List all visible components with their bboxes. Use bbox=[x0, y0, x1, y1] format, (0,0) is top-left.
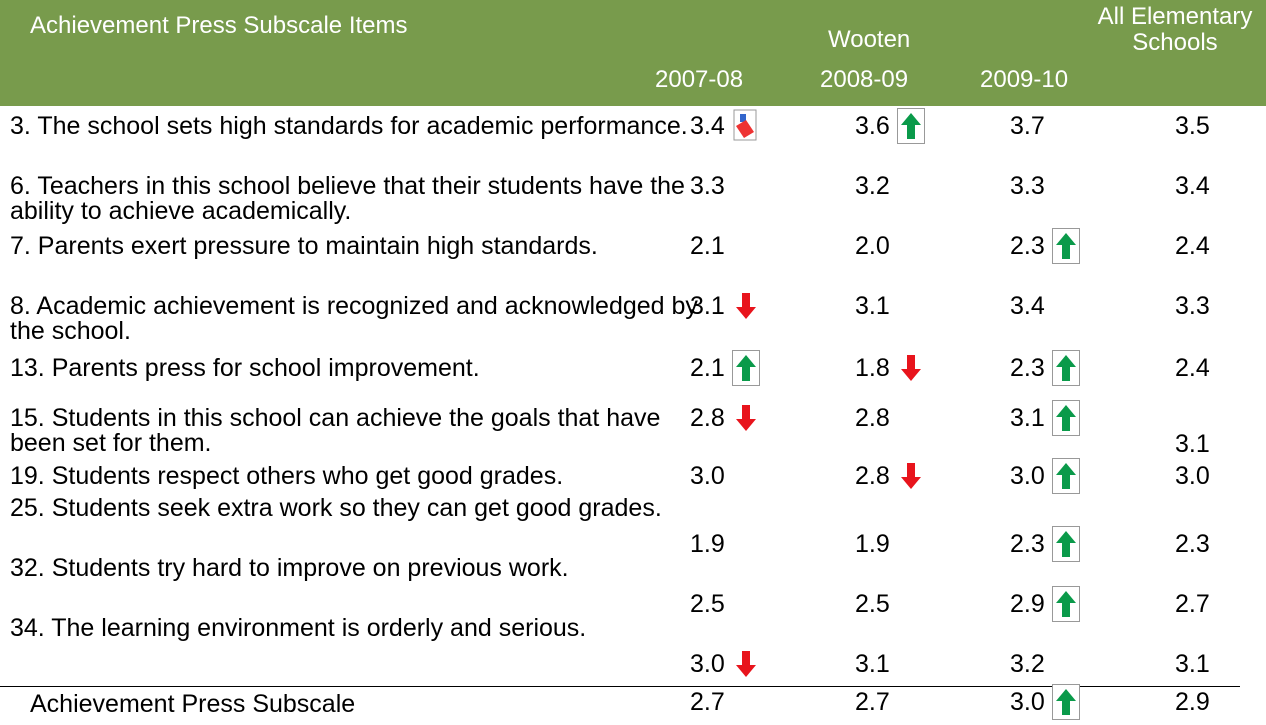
cell-value: 2.5 bbox=[690, 590, 725, 618]
summary-value: 2.7 bbox=[690, 688, 725, 716]
column-header: 2008-09 bbox=[820, 66, 909, 93]
header-title: Achievement Press Subscale Items bbox=[30, 12, 408, 39]
header-band bbox=[0, 0, 1266, 106]
trend-arrow-down bbox=[732, 400, 760, 436]
column-header: 2007-08 bbox=[655, 66, 744, 93]
cell-value: 1.9 bbox=[690, 530, 725, 558]
trend-arrow-up bbox=[732, 350, 760, 386]
trend-arrow-up bbox=[1052, 458, 1080, 494]
row-label: 7. Parents exert pressure to maintain hi… bbox=[10, 232, 598, 260]
cell-value: 2.3 bbox=[1010, 232, 1045, 260]
icon bbox=[733, 109, 757, 141]
row-label: 32. Students try hard to improve on prev… bbox=[10, 554, 569, 582]
cell-value: 2.3 bbox=[1175, 530, 1210, 558]
broken-image bbox=[732, 108, 760, 144]
icon bbox=[901, 355, 921, 381]
icon bbox=[732, 350, 760, 386]
cell-value: 2.4 bbox=[1175, 232, 1210, 260]
cell-value: 3.1 bbox=[1010, 404, 1045, 432]
cell-value: 3.5 bbox=[1175, 112, 1210, 140]
cell-value: 3.1 bbox=[855, 292, 890, 320]
cell-value: 2.8 bbox=[690, 404, 725, 432]
icon bbox=[1052, 350, 1080, 386]
row-label: 15. Students in this school can achieve … bbox=[10, 404, 661, 457]
cell-value: 2.7 bbox=[1175, 590, 1210, 618]
cell-value: 3.1 bbox=[855, 650, 890, 678]
row-label: 6. Teachers in this school believe that … bbox=[10, 172, 685, 225]
cell-value: 3.4 bbox=[1175, 172, 1210, 200]
trend-arrow-up bbox=[1052, 400, 1080, 436]
cell-value: 3.0 bbox=[690, 650, 725, 678]
cell-value: 3.0 bbox=[1010, 462, 1045, 490]
icon bbox=[1052, 586, 1080, 622]
trend-arrow-down bbox=[897, 458, 925, 494]
row-label: 19. Students respect others who get good… bbox=[10, 462, 564, 490]
cell-value: 3.3 bbox=[1175, 292, 1210, 320]
icon bbox=[736, 405, 756, 431]
summary-label: Achievement Press Subscale bbox=[30, 690, 356, 718]
row-label: 25. Students seek extra work so they can… bbox=[10, 494, 662, 522]
icon bbox=[1052, 684, 1080, 720]
trend-arrow-up bbox=[1052, 684, 1080, 720]
icon bbox=[897, 108, 925, 144]
trend-arrow-down bbox=[897, 350, 925, 386]
cell-value: 3.1 bbox=[1175, 650, 1210, 678]
cell-value: 3.0 bbox=[1175, 462, 1210, 490]
row-label: 13. Parents press for school improvement… bbox=[10, 354, 480, 382]
cell-value: 3.3 bbox=[1010, 172, 1045, 200]
cell-value: 2.4 bbox=[1175, 354, 1210, 382]
column-header: All Elementary Schools bbox=[1097, 3, 1253, 56]
trend-arrow-down bbox=[732, 288, 760, 324]
cell-value: 3.7 bbox=[1010, 112, 1045, 140]
cell-value: 2.8 bbox=[855, 404, 890, 432]
summary-value: 2.7 bbox=[855, 688, 890, 716]
cell-value: 2.1 bbox=[690, 354, 725, 382]
icon bbox=[1052, 228, 1080, 264]
cell-value: 3.2 bbox=[1010, 650, 1045, 678]
cell-value: 3.6 bbox=[855, 112, 890, 140]
cell-value: 2.5 bbox=[855, 590, 890, 618]
icon bbox=[1052, 400, 1080, 436]
rule bbox=[0, 686, 1240, 687]
cell-value: 2.3 bbox=[1010, 530, 1045, 558]
trend-arrow-up bbox=[897, 108, 925, 144]
trend-arrow-up bbox=[1052, 586, 1080, 622]
column-header: 2009-10 bbox=[980, 66, 1069, 93]
cell-value: 3.4 bbox=[690, 112, 725, 140]
cell-value: 3.0 bbox=[690, 462, 725, 490]
summary-value: 2.9 bbox=[1175, 688, 1210, 716]
row-label: 3. The school sets high standards for ac… bbox=[10, 112, 688, 140]
icon bbox=[1052, 458, 1080, 494]
cell-value: 2.8 bbox=[855, 462, 890, 490]
trend-arrow-up bbox=[1052, 350, 1080, 386]
icon bbox=[901, 463, 921, 489]
icon bbox=[1052, 526, 1080, 562]
cell-value: 3.4 bbox=[1010, 292, 1045, 320]
summary-value: 3.0 bbox=[1010, 688, 1045, 716]
cell-value: 2.9 bbox=[1010, 590, 1045, 618]
group-label: Wooten bbox=[828, 26, 911, 53]
cell-value: 2.0 bbox=[855, 232, 890, 260]
icon bbox=[736, 293, 756, 319]
cell-value: 2.3 bbox=[1010, 354, 1045, 382]
cell-value: 2.1 bbox=[690, 232, 725, 260]
row-label: 8. Academic achievement is recognized an… bbox=[10, 292, 698, 345]
cell-value: 3.1 bbox=[1175, 430, 1210, 458]
cell-value: 3.3 bbox=[690, 172, 725, 200]
trend-arrow-up bbox=[1052, 526, 1080, 562]
row-label: 34. The learning environment is orderly … bbox=[10, 614, 587, 642]
icon bbox=[736, 651, 756, 677]
trend-arrow-up bbox=[1052, 228, 1080, 264]
cell-value: 3.2 bbox=[855, 172, 890, 200]
cell-value: 3.1 bbox=[690, 292, 725, 320]
cell-value: 1.9 bbox=[855, 530, 890, 558]
trend-arrow-down bbox=[732, 646, 760, 682]
cell-value: 1.8 bbox=[855, 354, 890, 382]
